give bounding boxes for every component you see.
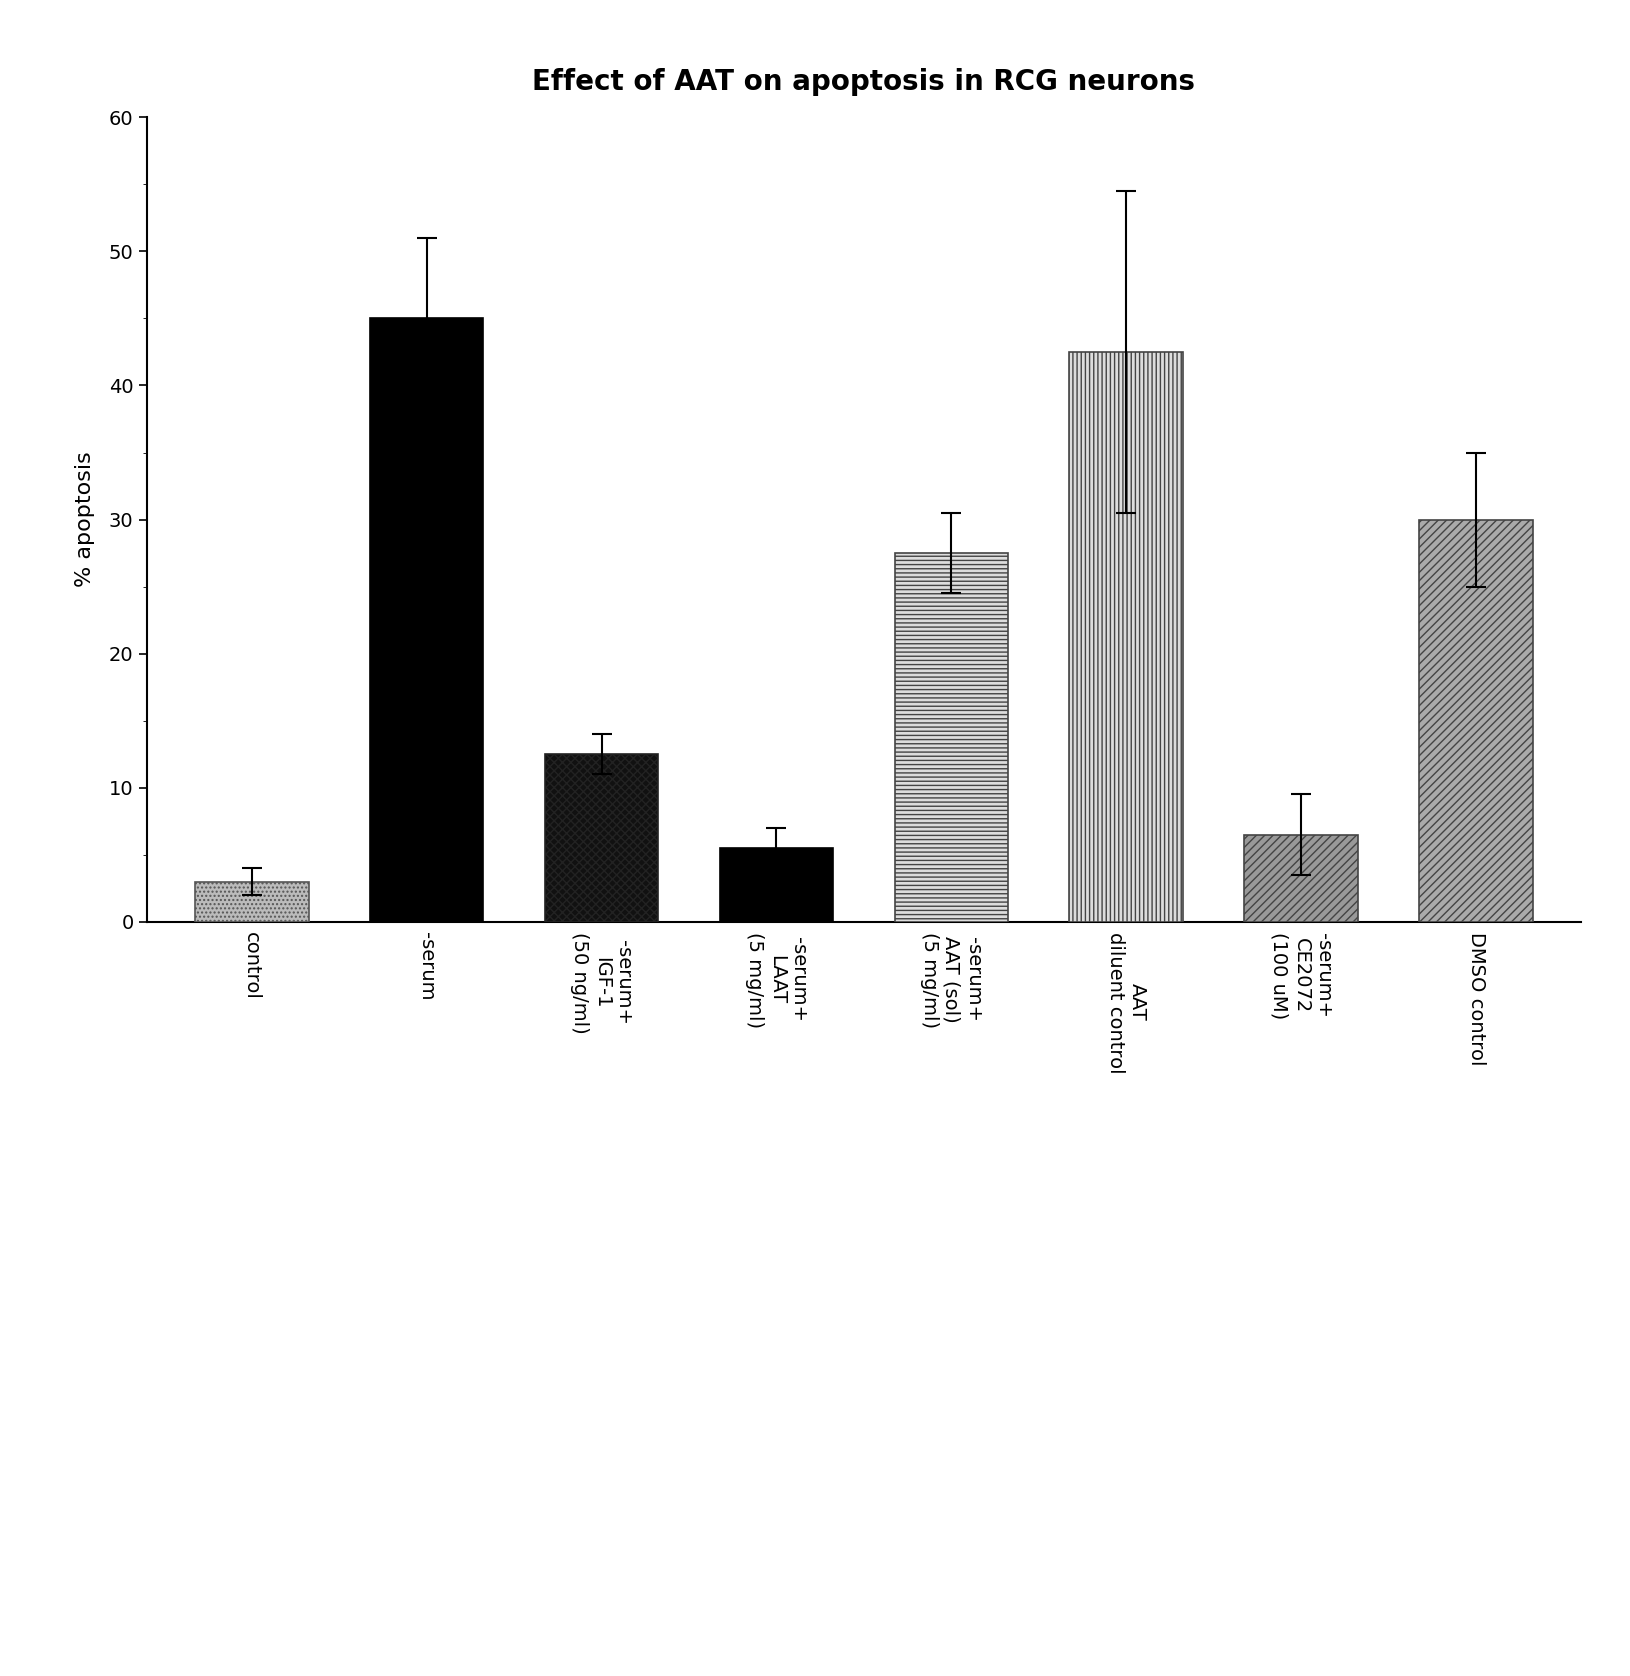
Bar bbox=[196, 882, 308, 922]
Bar bbox=[1244, 835, 1358, 922]
Bar bbox=[895, 553, 1009, 922]
Bar bbox=[544, 754, 659, 922]
Bar bbox=[370, 318, 484, 922]
Y-axis label: % apoptosis: % apoptosis bbox=[75, 453, 95, 587]
Bar bbox=[1069, 352, 1183, 922]
Title: Effect of AAT on apoptosis in RCG neurons: Effect of AAT on apoptosis in RCG neuron… bbox=[533, 67, 1195, 96]
Bar bbox=[719, 848, 833, 922]
Bar bbox=[1420, 520, 1532, 922]
